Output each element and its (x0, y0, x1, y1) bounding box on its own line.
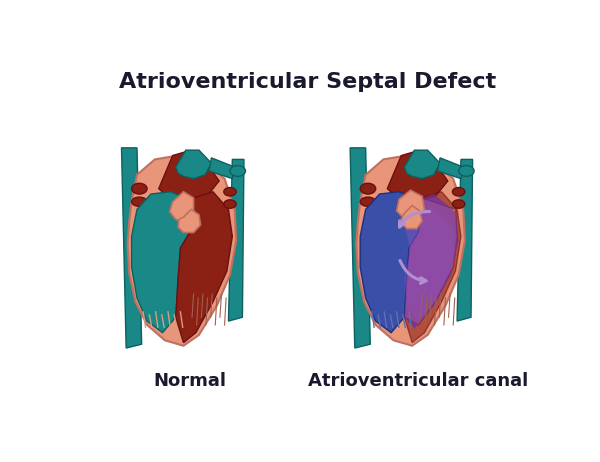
Text: Atrioventricular Septal Defect: Atrioventricular Septal Defect (119, 73, 496, 92)
Ellipse shape (131, 197, 147, 207)
Polygon shape (438, 158, 463, 179)
Polygon shape (158, 152, 219, 200)
Polygon shape (121, 148, 142, 348)
Polygon shape (404, 192, 461, 343)
Polygon shape (401, 206, 422, 229)
Polygon shape (178, 209, 200, 232)
Ellipse shape (452, 200, 465, 208)
Polygon shape (397, 190, 425, 219)
Text: Atrioventricular canal: Atrioventricular canal (308, 372, 529, 390)
Ellipse shape (360, 197, 376, 207)
Polygon shape (350, 148, 370, 348)
Polygon shape (176, 192, 232, 343)
Polygon shape (229, 159, 244, 321)
Polygon shape (403, 206, 453, 321)
Ellipse shape (230, 165, 245, 176)
Polygon shape (170, 192, 194, 223)
Ellipse shape (360, 183, 376, 194)
Polygon shape (360, 192, 422, 333)
Polygon shape (388, 152, 448, 200)
Ellipse shape (458, 165, 474, 176)
Polygon shape (404, 150, 440, 179)
Polygon shape (128, 156, 236, 346)
Polygon shape (209, 158, 235, 179)
Ellipse shape (224, 200, 236, 208)
Text: Normal: Normal (153, 372, 226, 390)
Ellipse shape (452, 188, 465, 196)
Ellipse shape (224, 188, 236, 196)
Polygon shape (356, 156, 465, 346)
Polygon shape (176, 150, 211, 179)
Polygon shape (131, 192, 194, 333)
Polygon shape (404, 194, 458, 329)
Ellipse shape (131, 183, 147, 194)
Polygon shape (457, 159, 473, 321)
